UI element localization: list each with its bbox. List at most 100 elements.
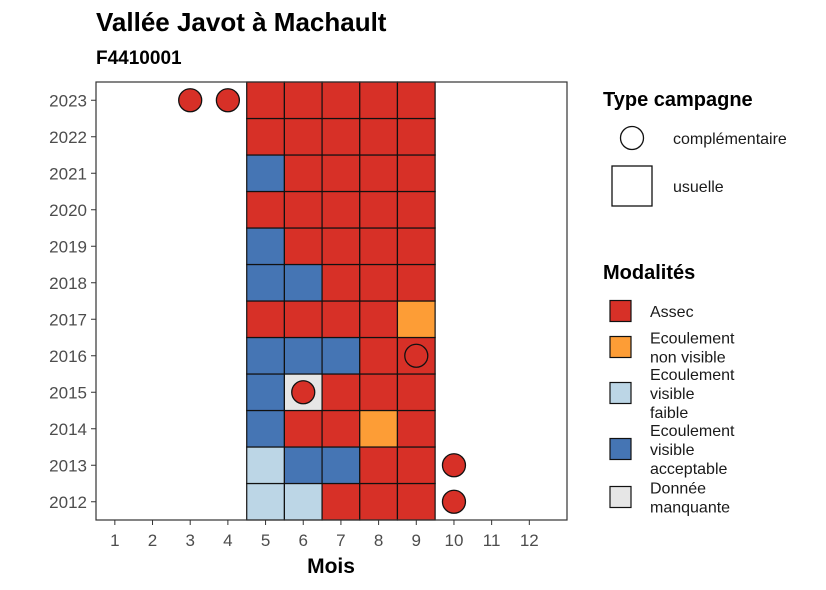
point-2016-9: [404, 343, 429, 368]
x-axis: 1 2 3 4 5 6 7 8 9 10 11 12: [110, 520, 539, 550]
legend-key-swatch: [609, 485, 632, 509]
x-axis-title: Mois: [307, 555, 355, 578]
tile-2012-9: [396, 482, 436, 521]
x-tick-label: 7: [336, 531, 345, 550]
legend-campagne-label: usuelle: [673, 179, 724, 196]
tile-2021-6: [283, 154, 323, 193]
tile-2023-5: [246, 81, 286, 120]
tile-2016-5: [246, 336, 286, 375]
tile-2015-8: [359, 373, 399, 412]
tile-2017-6: [283, 300, 323, 339]
y-tick-label: 2022: [49, 128, 87, 147]
tile-2018-8: [359, 263, 399, 302]
legend-key-swatch: [609, 437, 632, 461]
tile-2023-9: [396, 81, 436, 120]
y-tick-label: 2015: [49, 383, 87, 402]
tile-2023-6: [283, 81, 323, 120]
tile-2014-5: [246, 409, 286, 448]
tile-2015-7: [321, 373, 361, 412]
tile-2023-7: [321, 81, 361, 120]
y-tick-label: 2017: [49, 310, 87, 329]
x-tick-label: 8: [374, 531, 383, 550]
tile-2022-6: [283, 117, 323, 156]
tile-2021-7: [321, 154, 361, 193]
legend-modalite-label: Donnée: [650, 481, 706, 498]
tile-2020-9: [396, 190, 436, 229]
chart-title: Vallée Javot à Machault: [96, 7, 387, 37]
point-2023-3: [178, 88, 203, 113]
legend-square-symbol: [611, 165, 653, 207]
tile-2022-5: [246, 117, 286, 156]
y-tick-label: 2016: [49, 347, 87, 366]
tile-2017-9: [396, 300, 436, 339]
legend-modalite-label: Assec: [650, 304, 694, 321]
legend-modalite-label: Ecoulement: [650, 367, 735, 384]
legend-modalite-label: visible: [650, 386, 695, 403]
tile-2022-9: [396, 117, 436, 156]
tile-2013-9: [396, 446, 436, 485]
tile-2020-7: [321, 190, 361, 229]
tile-2020-5: [246, 190, 286, 229]
x-tick-label: 1: [110, 531, 119, 550]
y-tick-label: 2021: [49, 164, 87, 183]
tile-2012-6: [283, 482, 323, 521]
tile-2019-9: [396, 227, 436, 266]
tile-2016-6: [283, 336, 323, 375]
point-2015-6: [291, 380, 316, 405]
tile-2014-7: [321, 409, 361, 448]
point-2012-10: [441, 489, 467, 514]
tile-2020-8: [359, 190, 399, 229]
x-tick-label: 11: [483, 531, 501, 550]
tile-2022-7: [321, 117, 361, 156]
legend-campagne-title: Type campagne: [603, 89, 753, 111]
tile-2018-5: [246, 263, 286, 302]
legend-key-swatch: [609, 381, 632, 405]
legend-key-swatch: [609, 299, 632, 323]
tile-2019-6: [283, 227, 323, 266]
x-tick-label: 9: [412, 531, 421, 550]
tiles-layer: [246, 81, 436, 521]
point-2013-10: [441, 453, 467, 478]
x-tick-label: 12: [520, 531, 539, 550]
x-tick-label: 10: [444, 531, 463, 550]
legend-modalite-label: Ecoulement: [650, 331, 735, 348]
legend-modalite-label: acceptable: [650, 461, 727, 478]
tile-2016-7: [321, 336, 361, 375]
x-tick-label: 3: [185, 531, 194, 550]
legend-modalite-label: manquante: [650, 500, 730, 517]
tile-2017-7: [321, 300, 361, 339]
y-tick-label: 2019: [49, 237, 87, 256]
tile-2021-5: [246, 154, 286, 193]
tile-2015-9: [396, 373, 436, 412]
tile-2023-8: [359, 81, 399, 120]
tile-2018-9: [396, 263, 436, 302]
legend-key-swatch: [609, 335, 632, 359]
tile-2013-6: [283, 446, 323, 485]
tile-2012-5: [246, 482, 286, 521]
legend-modalite-label: Ecoulement: [650, 423, 735, 440]
y-tick-label: 2020: [49, 201, 87, 220]
y-tick-label: 2014: [49, 420, 87, 439]
tile-2018-6: [283, 263, 323, 302]
plot-border: [95, 81, 568, 521]
x-tick-label: 5: [261, 531, 270, 550]
legend-campagne-label: complémentaire: [673, 131, 787, 148]
y-axis: 2012 2013 2014 2015 2016 2017 2018 2019 2020 2021…: [49, 91, 96, 512]
tile-2018-7: [321, 263, 361, 302]
tile-2012-8: [359, 482, 399, 521]
tile-2013-7: [321, 446, 361, 485]
y-tick-label: 2023: [49, 91, 87, 110]
tile-2014-9: [396, 409, 436, 448]
tile-2013-8: [359, 446, 399, 485]
y-tick-label: 2012: [49, 493, 87, 512]
tile-2019-7: [321, 227, 361, 266]
tile-2015-5: [246, 373, 286, 412]
tile-2016-8: [359, 336, 399, 375]
point-2023-4: [215, 88, 241, 113]
tile-2014-6: [283, 409, 323, 448]
chart-subtitle: F4410001: [96, 48, 182, 69]
tile-2019-5: [246, 227, 286, 266]
legend-modalite-label: non visible: [650, 350, 726, 367]
